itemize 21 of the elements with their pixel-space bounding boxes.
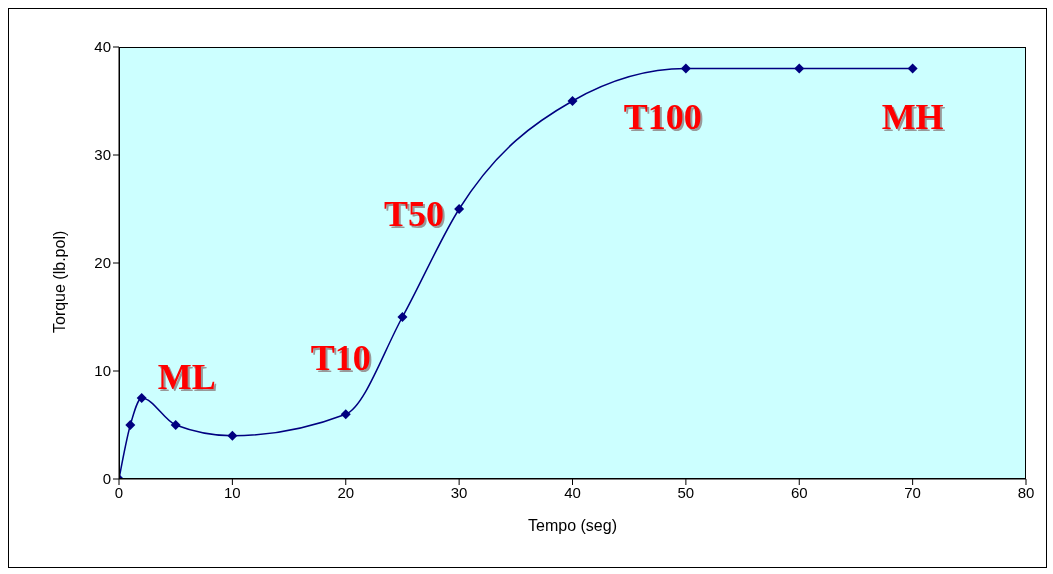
x-tick-label: 30	[450, 483, 468, 501]
y-tick-label: 40	[94, 38, 111, 56]
y-tick-label: 10	[94, 362, 111, 380]
y-tick-label: 30	[94, 146, 111, 164]
y-tick-label: 0	[102, 470, 111, 488]
annotation: T10	[310, 338, 371, 379]
annotation: T50	[386, 196, 447, 236]
x-tick-label: 40	[564, 483, 581, 501]
annotation: ML	[157, 357, 216, 397]
x-tick-label: 60	[790, 483, 808, 501]
x-tick-label: 70	[904, 483, 921, 501]
x-tick-label: 0	[114, 483, 124, 501]
annotation: T100	[623, 96, 702, 137]
x-tick-label: 10	[224, 483, 241, 501]
x-axis-title: Tempo (seg)	[528, 517, 617, 534]
x-tick-label: 20	[337, 483, 355, 501]
y-axis-title: Torque (lb.pol)	[50, 230, 68, 333]
x-tick-label: 80	[1017, 483, 1035, 501]
y-tick-label: 20	[94, 254, 111, 272]
x-tick-label: 50	[677, 483, 695, 501]
annotation: MH	[881, 96, 944, 137]
